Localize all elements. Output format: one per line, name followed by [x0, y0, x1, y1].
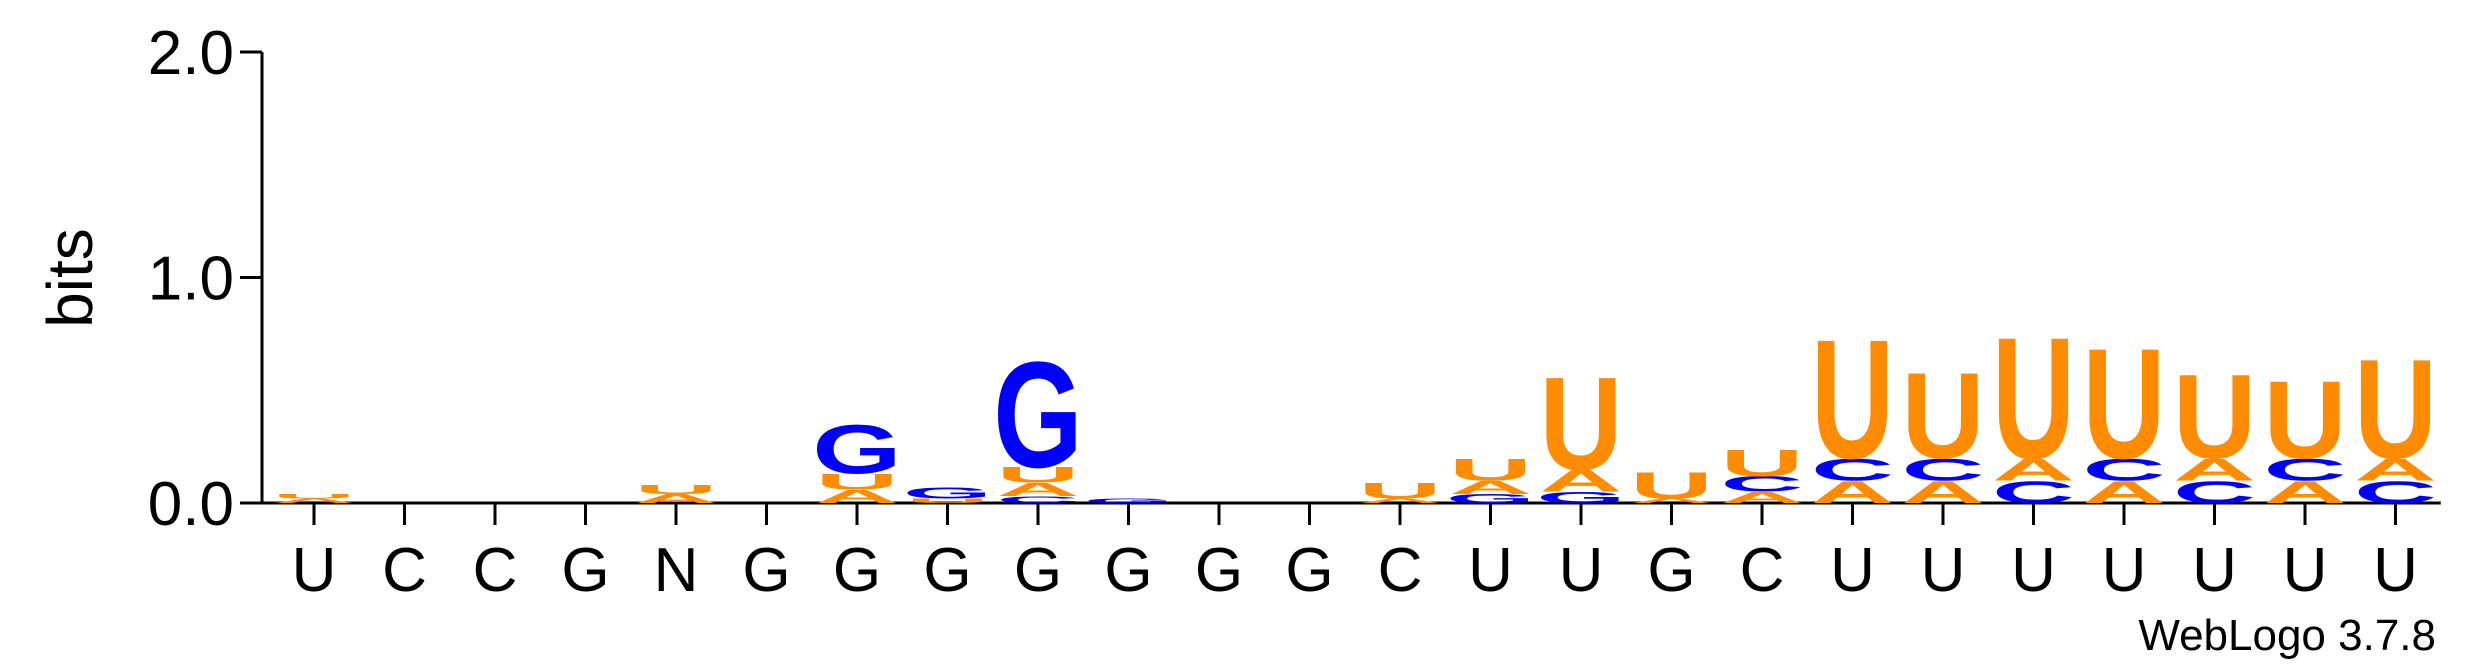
- x-tick-label: G: [1647, 536, 1695, 605]
- logo-letter: U: [1720, 442, 1803, 484]
- logo-letter: U: [2354, 330, 2437, 488]
- logo-letter: G: [993, 331, 1082, 500]
- x-tick-label: C: [382, 536, 427, 605]
- x-tick-label: G: [1285, 536, 1333, 605]
- x-tick-label: U: [2011, 536, 2056, 605]
- logo-letter: U: [634, 483, 717, 497]
- x-tick-label: U: [2283, 536, 2328, 605]
- logo-letter: C: [996, 495, 1079, 506]
- logo-letter: A: [996, 479, 1079, 500]
- logo-letter: U: [1358, 479, 1441, 504]
- logo-letter: C: [1811, 452, 1894, 487]
- logo-letter: G: [1536, 489, 1625, 506]
- x-tick-label: G: [923, 536, 971, 605]
- logo-letter: A: [1720, 489, 1803, 506]
- logo-letter: G: [812, 412, 901, 489]
- x-tick-label: U: [1559, 536, 1604, 605]
- logo-letter: C: [2263, 452, 2346, 487]
- x-tick-label: C: [1740, 536, 1785, 605]
- logo-letter: U: [1992, 302, 2075, 495]
- x-tick-label: U: [1830, 536, 1875, 605]
- logo-letter: A: [1901, 475, 1984, 510]
- x-tick-label: G: [833, 536, 881, 605]
- logo-letter: A: [1539, 463, 1622, 498]
- x-tick-label: G: [1104, 536, 1152, 605]
- logo-letter: U: [815, 469, 898, 494]
- logo-letter: U: [2082, 316, 2165, 492]
- logo-letter: U: [996, 463, 1079, 488]
- logo-letter: G: [903, 484, 992, 501]
- x-tick-label: C: [473, 536, 518, 605]
- y-axis-label: bits: [34, 228, 106, 328]
- logo-letter: C: [1720, 472, 1803, 497]
- logo-letter: C: [1901, 452, 1984, 487]
- y-tick-label: 1.0: [148, 245, 234, 314]
- logo-letter: C: [1992, 475, 2075, 510]
- x-tick-label: U: [2373, 536, 2418, 605]
- logo-letter: A: [634, 492, 717, 506]
- logo-letter: U: [1630, 465, 1713, 507]
- logo-letter: U: [1539, 351, 1622, 498]
- logo-letter: G: [1446, 492, 1535, 506]
- logo-letter: C: [2082, 452, 2165, 487]
- logo-letter: A: [2263, 475, 2346, 510]
- logo-letter: A: [1811, 475, 1894, 510]
- logo-letter: A: [1449, 477, 1532, 498]
- x-tick-label: U: [1468, 536, 1513, 605]
- logo-letter: A: [2173, 452, 2256, 487]
- x-tick-label: G: [561, 536, 609, 605]
- logo-letter: U: [1901, 347, 1984, 484]
- x-tick-label: C: [1378, 536, 1423, 605]
- logo-letter: A: [815, 486, 898, 507]
- y-tick-label: 2.0: [148, 19, 234, 88]
- logo-letter: C: [2173, 475, 2256, 510]
- x-tick-label: G: [1014, 536, 1062, 605]
- logo-letter: A: [272, 497, 355, 504]
- logo-letter: G: [1084, 497, 1173, 504]
- x-tick-label: G: [1195, 536, 1243, 605]
- logo-letter: A: [1992, 452, 2075, 487]
- x-tick-label: U: [292, 536, 337, 605]
- footer: WebLogo 3.7.8: [2138, 611, 2436, 660]
- x-tick-label: G: [742, 536, 790, 605]
- logo-letter: U: [1449, 452, 1532, 487]
- logo-letter: A: [2082, 475, 2165, 510]
- x-tick-label: U: [2192, 536, 2237, 605]
- logo-letter: U: [272, 493, 355, 500]
- logo-letter: U: [1811, 304, 1894, 494]
- x-tick-label: U: [2102, 536, 2147, 605]
- logo-letter: A: [1630, 497, 1713, 504]
- logo-letter: U: [2173, 350, 2256, 484]
- x-tick-label: N: [654, 536, 699, 605]
- logo-letter: A: [1358, 497, 1441, 504]
- x-tick-label: U: [1921, 536, 1966, 605]
- y-tick-label: 0.0: [148, 470, 234, 539]
- logo-letter: C: [2354, 475, 2437, 510]
- logo-letter: A: [2354, 452, 2437, 487]
- logo-letter: U: [2263, 358, 2346, 481]
- logo-letter: U: [906, 497, 989, 504]
